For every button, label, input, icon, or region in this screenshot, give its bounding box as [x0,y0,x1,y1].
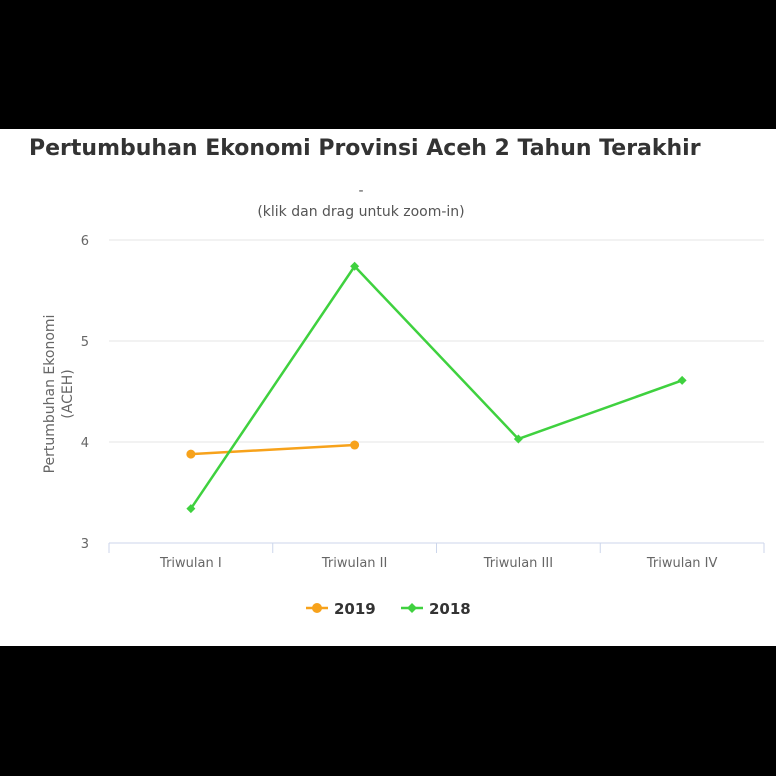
chart-subtitle: - [358,183,363,199]
y-tick-label: 6 [81,234,89,249]
y-tick-label: 5 [81,335,89,350]
data-point-2018[interactable] [513,434,523,444]
legend-label: 2019 [334,600,376,618]
x-tick-label: Triwulan IV [646,556,718,571]
series-layer [186,261,687,514]
y-axis-label: Pertumbuhan Ekonomi [42,315,58,474]
chart-background [0,129,776,646]
series-line-2018 [189,265,683,510]
x-tick-label: Triwulan III [483,556,553,571]
data-point-2018[interactable] [186,504,196,514]
x-tick-label: Triwulan II [321,556,387,571]
zoom-hint: (klik dan drag untuk zoom-in) [257,204,464,220]
legend-item-2018[interactable]: 2018 [401,600,471,618]
chart-title: Pertumbuhan Ekonomi Provinsi Aceh 2 Tahu… [29,136,701,161]
legend-item-2019[interactable]: 2019 [306,600,376,618]
y-tick-label: 4 [81,436,89,451]
data-point-2018[interactable] [350,261,360,271]
y-axis-label-unit: (ACEH) [60,369,76,418]
grid-lines: 3 4 5 6 [81,234,764,552]
legend-marker [312,603,322,613]
x-axis: Triwulan I Triwulan II Triwulan III Triwula… [108,542,765,571]
data-point-2018[interactable] [677,375,687,385]
x-tick-label: Triwulan I [159,556,222,571]
legend-label: 2018 [429,600,471,618]
data-point-2019[interactable] [186,449,196,459]
y-tick-label: 3 [81,537,89,552]
series-line-2019 [190,443,355,456]
legend[interactable]: 2019 2018 [306,600,471,618]
data-point-2019[interactable] [350,440,360,450]
legend-marker [407,603,417,613]
